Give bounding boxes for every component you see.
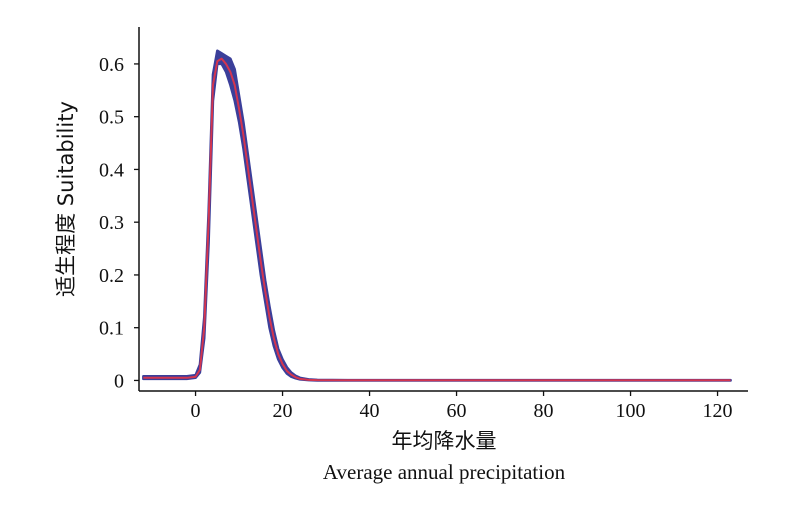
y-tick-label: 0.6 [99, 54, 124, 76]
x-axis-label-cn: 年均降水量 [392, 429, 497, 453]
x-tick-label: 0 [191, 400, 201, 422]
y-tick-label: 0.3 [99, 212, 124, 234]
y-axis-label: 适生程度 Suitability [54, 101, 78, 297]
series-line-red [143, 57, 731, 382]
x-tick-label: 20 [273, 400, 293, 422]
y-tick-label: 0 [114, 370, 124, 392]
x-tick-label: 80 [534, 400, 554, 422]
y-tick-label: 0.5 [99, 107, 124, 129]
y-tick-label: 0.2 [99, 265, 124, 287]
plot-area [142, 49, 732, 382]
x-tick-label: 120 [703, 400, 733, 422]
series-band-blue [142, 49, 732, 382]
y-ticks: 0 0.1 0.2 0.3 0.4 0.5 0.6 [99, 54, 139, 392]
x-axis-label-en: Average annual precipitation [323, 460, 566, 484]
x-tick-label: 100 [616, 400, 646, 422]
x-tick-label: 40 [360, 400, 380, 422]
x-ticks: 0 20 40 60 80 100 120 [191, 391, 733, 422]
y-tick-label: 0.4 [99, 159, 124, 181]
x-tick-label: 60 [447, 400, 467, 422]
y-tick-label: 0.1 [99, 318, 124, 340]
